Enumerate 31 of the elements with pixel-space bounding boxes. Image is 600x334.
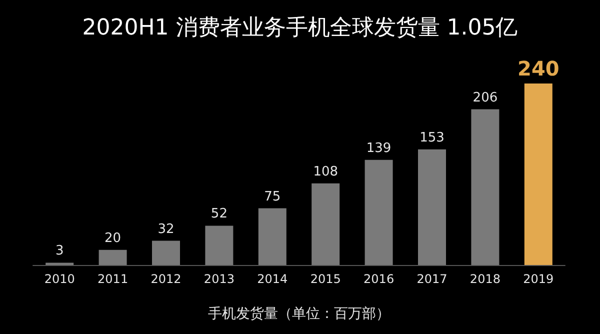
bar <box>471 109 500 265</box>
data-label: 240 <box>518 56 560 81</box>
x-tick-label: 2015 <box>310 272 341 286</box>
data-label: 206 <box>472 90 498 106</box>
x-tick-label: 2011 <box>98 272 128 286</box>
data-label: 3 <box>55 244 64 259</box>
x-tick-label: 2013 <box>204 272 234 286</box>
x-axis-title: 手机发货量（单位：百万部） <box>208 306 390 322</box>
chart-title: 2020H1 消费者业务手机全球发货量 1.05亿 <box>82 16 518 40</box>
x-tick-label: 2019 <box>523 272 554 286</box>
x-tick-label: 2012 <box>150 272 182 286</box>
bar <box>364 160 393 265</box>
data-label: 108 <box>313 164 338 180</box>
bar <box>312 183 340 265</box>
bar <box>524 84 552 265</box>
x-tick-label: 2010 <box>44 272 75 286</box>
bar <box>205 226 234 265</box>
data-label: 20 <box>104 230 122 246</box>
x-tick-label: 2017 <box>416 272 448 286</box>
data-label: 153 <box>420 130 444 146</box>
x-tick-label: 2018 <box>470 272 500 286</box>
data-label: 75 <box>264 189 281 204</box>
bar <box>418 149 446 265</box>
data-label: 139 <box>366 140 392 156</box>
x-tick-label: 2016 <box>364 272 394 286</box>
bar <box>152 240 180 265</box>
bar <box>258 208 286 265</box>
bar <box>98 250 127 265</box>
data-label: 32 <box>158 222 174 237</box>
x-tick-label: 2014 <box>257 272 288 286</box>
data-label: 52 <box>210 206 228 222</box>
